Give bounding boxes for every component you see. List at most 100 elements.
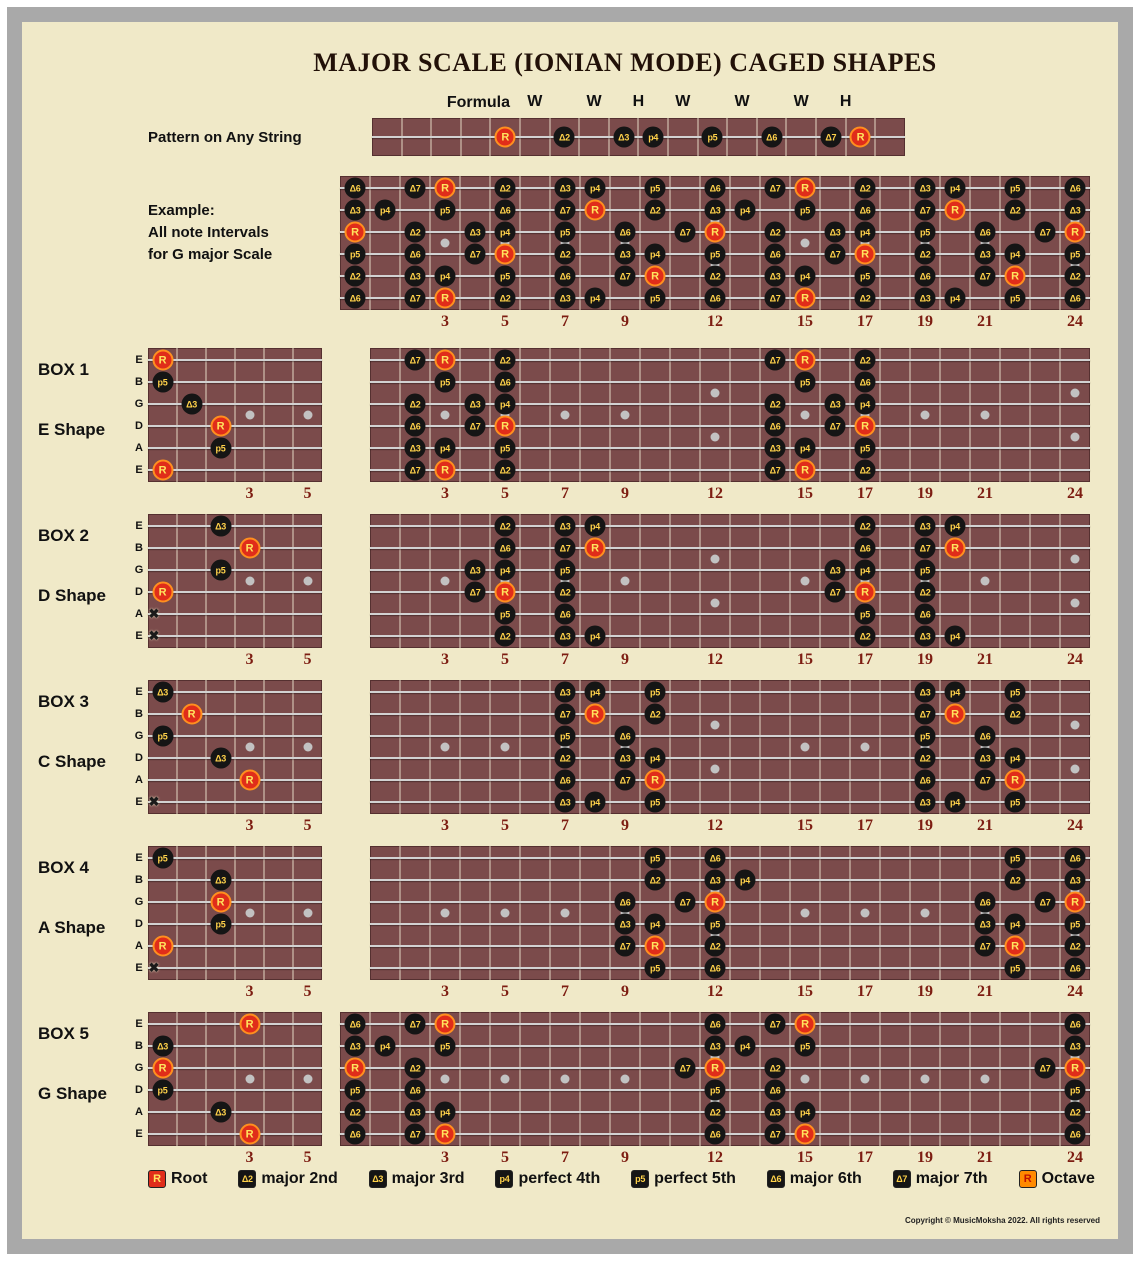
note-marker: Δ2 <box>704 1101 726 1123</box>
root-marker: R <box>152 349 173 371</box>
fret-line <box>1029 514 1031 648</box>
note-marker: p5 <box>434 1035 456 1057</box>
note-marker: Δ7 <box>554 199 576 221</box>
note-marker: Δ7 <box>404 349 426 371</box>
fret-line <box>429 1012 431 1146</box>
fret-number: 9 <box>621 651 629 668</box>
fret-line <box>205 846 207 980</box>
note-marker: p4 <box>644 243 666 265</box>
fret-number: 9 <box>621 485 629 502</box>
box2-scale-fretboard: Δ2 Δ3 p4 Δ2 Δ3 p4 Δ6 Δ7 R Δ6 Δ7 R Δ3 p4 p5 Δ3 p4 p5 Δ7 R Δ2 Δ… <box>370 514 1090 648</box>
root-marker: R <box>239 1123 260 1145</box>
fret-number: 17 <box>857 651 873 668</box>
string-line <box>148 403 322 405</box>
note-marker: p4 <box>944 177 966 199</box>
note-marker: Δ2 <box>553 126 575 148</box>
string-label: E <box>135 962 143 974</box>
fret-line <box>549 348 551 482</box>
note-marker: p5 <box>494 603 516 625</box>
note-marker: p5 <box>210 437 231 459</box>
note-marker: Δ6 <box>404 243 426 265</box>
string-label: G <box>134 398 144 410</box>
inlay-dot <box>560 238 570 248</box>
inlay-dot <box>710 598 720 608</box>
inlay-dot <box>860 238 870 248</box>
string-label: E <box>135 520 143 532</box>
fret-line <box>729 1012 731 1146</box>
fret-number: 24 <box>1067 485 1083 502</box>
note-marker: Δ3 <box>554 625 576 647</box>
note-marker: Δ7 <box>554 703 576 725</box>
fret-number: 5 <box>501 313 509 330</box>
note-marker: Δ6 <box>494 371 516 393</box>
string-label: D <box>135 420 143 432</box>
fret-line <box>205 680 207 814</box>
fret-line <box>1059 846 1061 980</box>
fret-number: 7 <box>561 983 569 1000</box>
fret-line <box>519 176 521 310</box>
fret-line <box>579 1012 581 1146</box>
fret-line <box>579 514 581 648</box>
example-caption-line3: for G major Scale <box>148 246 273 263</box>
fret-line <box>669 348 671 482</box>
string-line <box>148 1111 322 1113</box>
root-marker: R <box>794 287 816 309</box>
root-marker: R <box>944 703 966 725</box>
root-marker: R <box>434 177 456 199</box>
note-marker: p5 <box>1004 287 1026 309</box>
root-marker: R <box>1004 265 1026 287</box>
note-marker: Δ2 <box>494 625 516 647</box>
note-marker: p4 <box>374 1035 396 1057</box>
note-marker: Δ6 <box>974 725 996 747</box>
inlay-dot <box>920 238 930 248</box>
note-marker: Δ3 <box>404 437 426 459</box>
inlay-dot <box>800 410 810 420</box>
fret-line <box>969 514 971 648</box>
fret-line <box>729 514 731 648</box>
fret-line <box>459 846 461 980</box>
note-marker: Δ7 <box>764 287 786 309</box>
interval-legend-icon: Δ3 <box>368 1170 387 1188</box>
note-marker: p5 <box>704 1079 726 1101</box>
string-label: E <box>135 1018 143 1030</box>
inlay-dot <box>710 388 720 398</box>
fret-line <box>759 1012 761 1146</box>
fret-number: 3 <box>441 651 449 668</box>
inlay-dot <box>1070 720 1080 730</box>
fret-number: 24 <box>1067 651 1083 668</box>
note-marker: Δ3 <box>914 287 936 309</box>
note-marker: Δ3 <box>344 1035 366 1057</box>
note-marker: Δ3 <box>914 681 936 703</box>
note-marker: p5 <box>644 847 666 869</box>
inlay-dot <box>1070 598 1080 608</box>
note-marker: p4 <box>734 1035 756 1057</box>
fret-line <box>969 846 971 980</box>
note-marker: Δ2 <box>404 1057 426 1079</box>
inlay-dot <box>860 410 870 420</box>
fret-number: 3 <box>441 1149 449 1166</box>
note-marker: Δ7 <box>404 177 426 199</box>
string-line <box>370 425 1090 427</box>
note-marker: p4 <box>734 199 756 221</box>
box2-label: BOX 2 <box>38 526 90 545</box>
fret-line <box>699 846 701 980</box>
note-marker: Δ6 <box>1064 1123 1086 1145</box>
string-label: A <box>135 774 143 786</box>
legend-label: perfect 5th <box>654 1170 736 1187</box>
string-line <box>148 547 322 549</box>
root-marker: R <box>1004 769 1026 791</box>
fret-number: 21 <box>977 817 993 834</box>
fret-line <box>969 348 971 482</box>
fret-line <box>292 1012 294 1146</box>
note-marker: Δ3 <box>152 1035 173 1057</box>
string-label: D <box>135 752 143 764</box>
string-label: E <box>135 686 143 698</box>
string-line <box>148 1045 322 1047</box>
note-marker: Δ3 <box>464 221 486 243</box>
root-marker: R <box>239 769 260 791</box>
string-label: D <box>135 586 143 598</box>
inlay-dot <box>800 238 810 248</box>
inlay-dot <box>560 576 570 586</box>
muted-string-x: ✖ <box>148 960 160 975</box>
inlay-dot <box>303 576 312 586</box>
